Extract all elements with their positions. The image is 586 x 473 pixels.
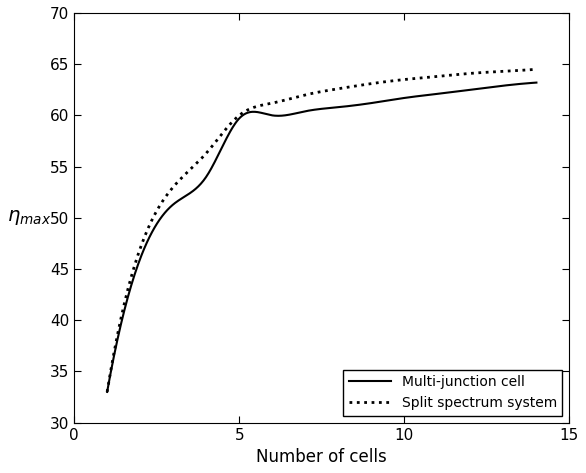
Split spectrum system xyxy=(336,86,343,91)
Split spectrum system xyxy=(310,90,317,96)
Multi-junction cell xyxy=(359,102,366,107)
X-axis label: Number of cells: Number of cells xyxy=(257,448,387,466)
Multi-junction cell xyxy=(455,88,462,94)
Multi-junction cell xyxy=(310,107,317,113)
Split spectrum system xyxy=(104,389,111,395)
Split spectrum system xyxy=(533,66,540,72)
Line: Multi-junction cell: Multi-junction cell xyxy=(107,83,536,392)
Multi-junction cell xyxy=(533,80,540,86)
Line: Split spectrum system: Split spectrum system xyxy=(107,69,536,392)
Split spectrum system xyxy=(308,91,315,96)
Legend: Multi-junction cell, Split spectrum system: Multi-junction cell, Split spectrum syst… xyxy=(343,369,563,416)
Split spectrum system xyxy=(455,71,462,77)
Y-axis label: $\eta_{max}$: $\eta_{max}$ xyxy=(7,208,51,228)
Multi-junction cell xyxy=(308,107,315,113)
Multi-junction cell xyxy=(104,389,111,395)
Multi-junction cell xyxy=(523,80,530,86)
Split spectrum system xyxy=(523,67,530,73)
Multi-junction cell xyxy=(336,104,343,110)
Split spectrum system xyxy=(359,82,366,88)
